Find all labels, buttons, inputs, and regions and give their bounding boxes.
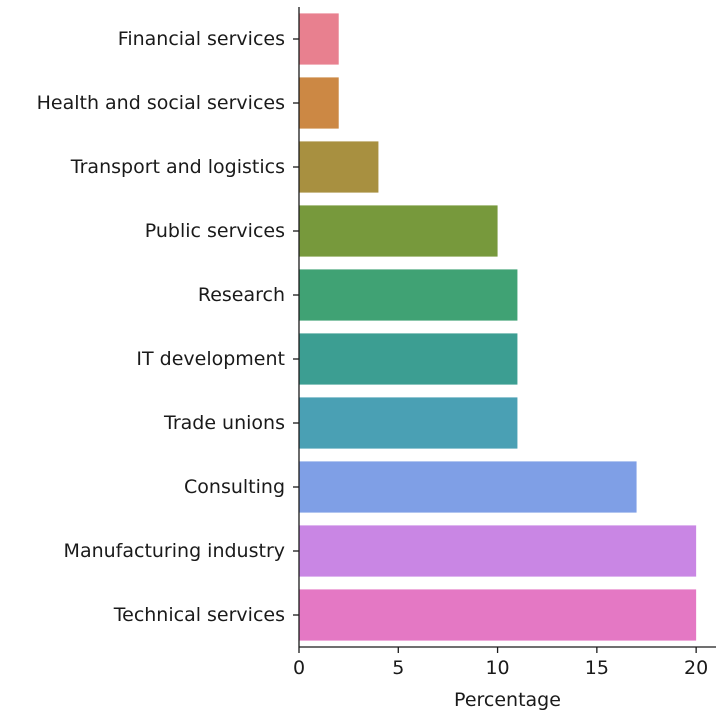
y-tick-label: Research — [198, 284, 285, 306]
y-tick-label: Consulting — [184, 476, 285, 498]
x-axis-ticks: 0 5 10 15 20 — [293, 647, 708, 679]
x-axis-title: Percentage — [454, 689, 561, 711]
y-axis-ticks: Financial services Health and social serv… — [37, 28, 299, 626]
x-tick-label: 15 — [585, 657, 609, 679]
y-tick-label: Health and social services — [37, 92, 285, 114]
bar-financial-services — [299, 13, 339, 65]
y-tick-label: Manufacturing industry — [64, 540, 285, 562]
y-tick-label: Technical services — [113, 604, 285, 626]
x-tick-label: 5 — [392, 657, 404, 679]
y-tick-label: IT development — [136, 348, 285, 370]
bar-it-development — [299, 333, 518, 385]
bars-group — [299, 13, 697, 641]
y-tick-label: Trade unions — [163, 412, 285, 434]
bar-health-and-social-services — [299, 77, 339, 129]
bar-technical-services — [299, 589, 697, 641]
bar-public-services — [299, 205, 498, 257]
x-tick-label: 0 — [293, 657, 305, 679]
x-tick-label: 10 — [485, 657, 509, 679]
bar-manufacturing-industry — [299, 525, 697, 577]
bar-trade-unions — [299, 397, 518, 449]
bar-transport-and-logistics — [299, 141, 379, 193]
y-tick-label: Transport and logistics — [70, 156, 285, 178]
x-tick-label: 20 — [684, 657, 708, 679]
bar-research — [299, 269, 518, 321]
y-tick-label: Public services — [145, 220, 285, 242]
y-tick-label: Financial services — [118, 28, 285, 50]
bar-consulting — [299, 461, 637, 513]
